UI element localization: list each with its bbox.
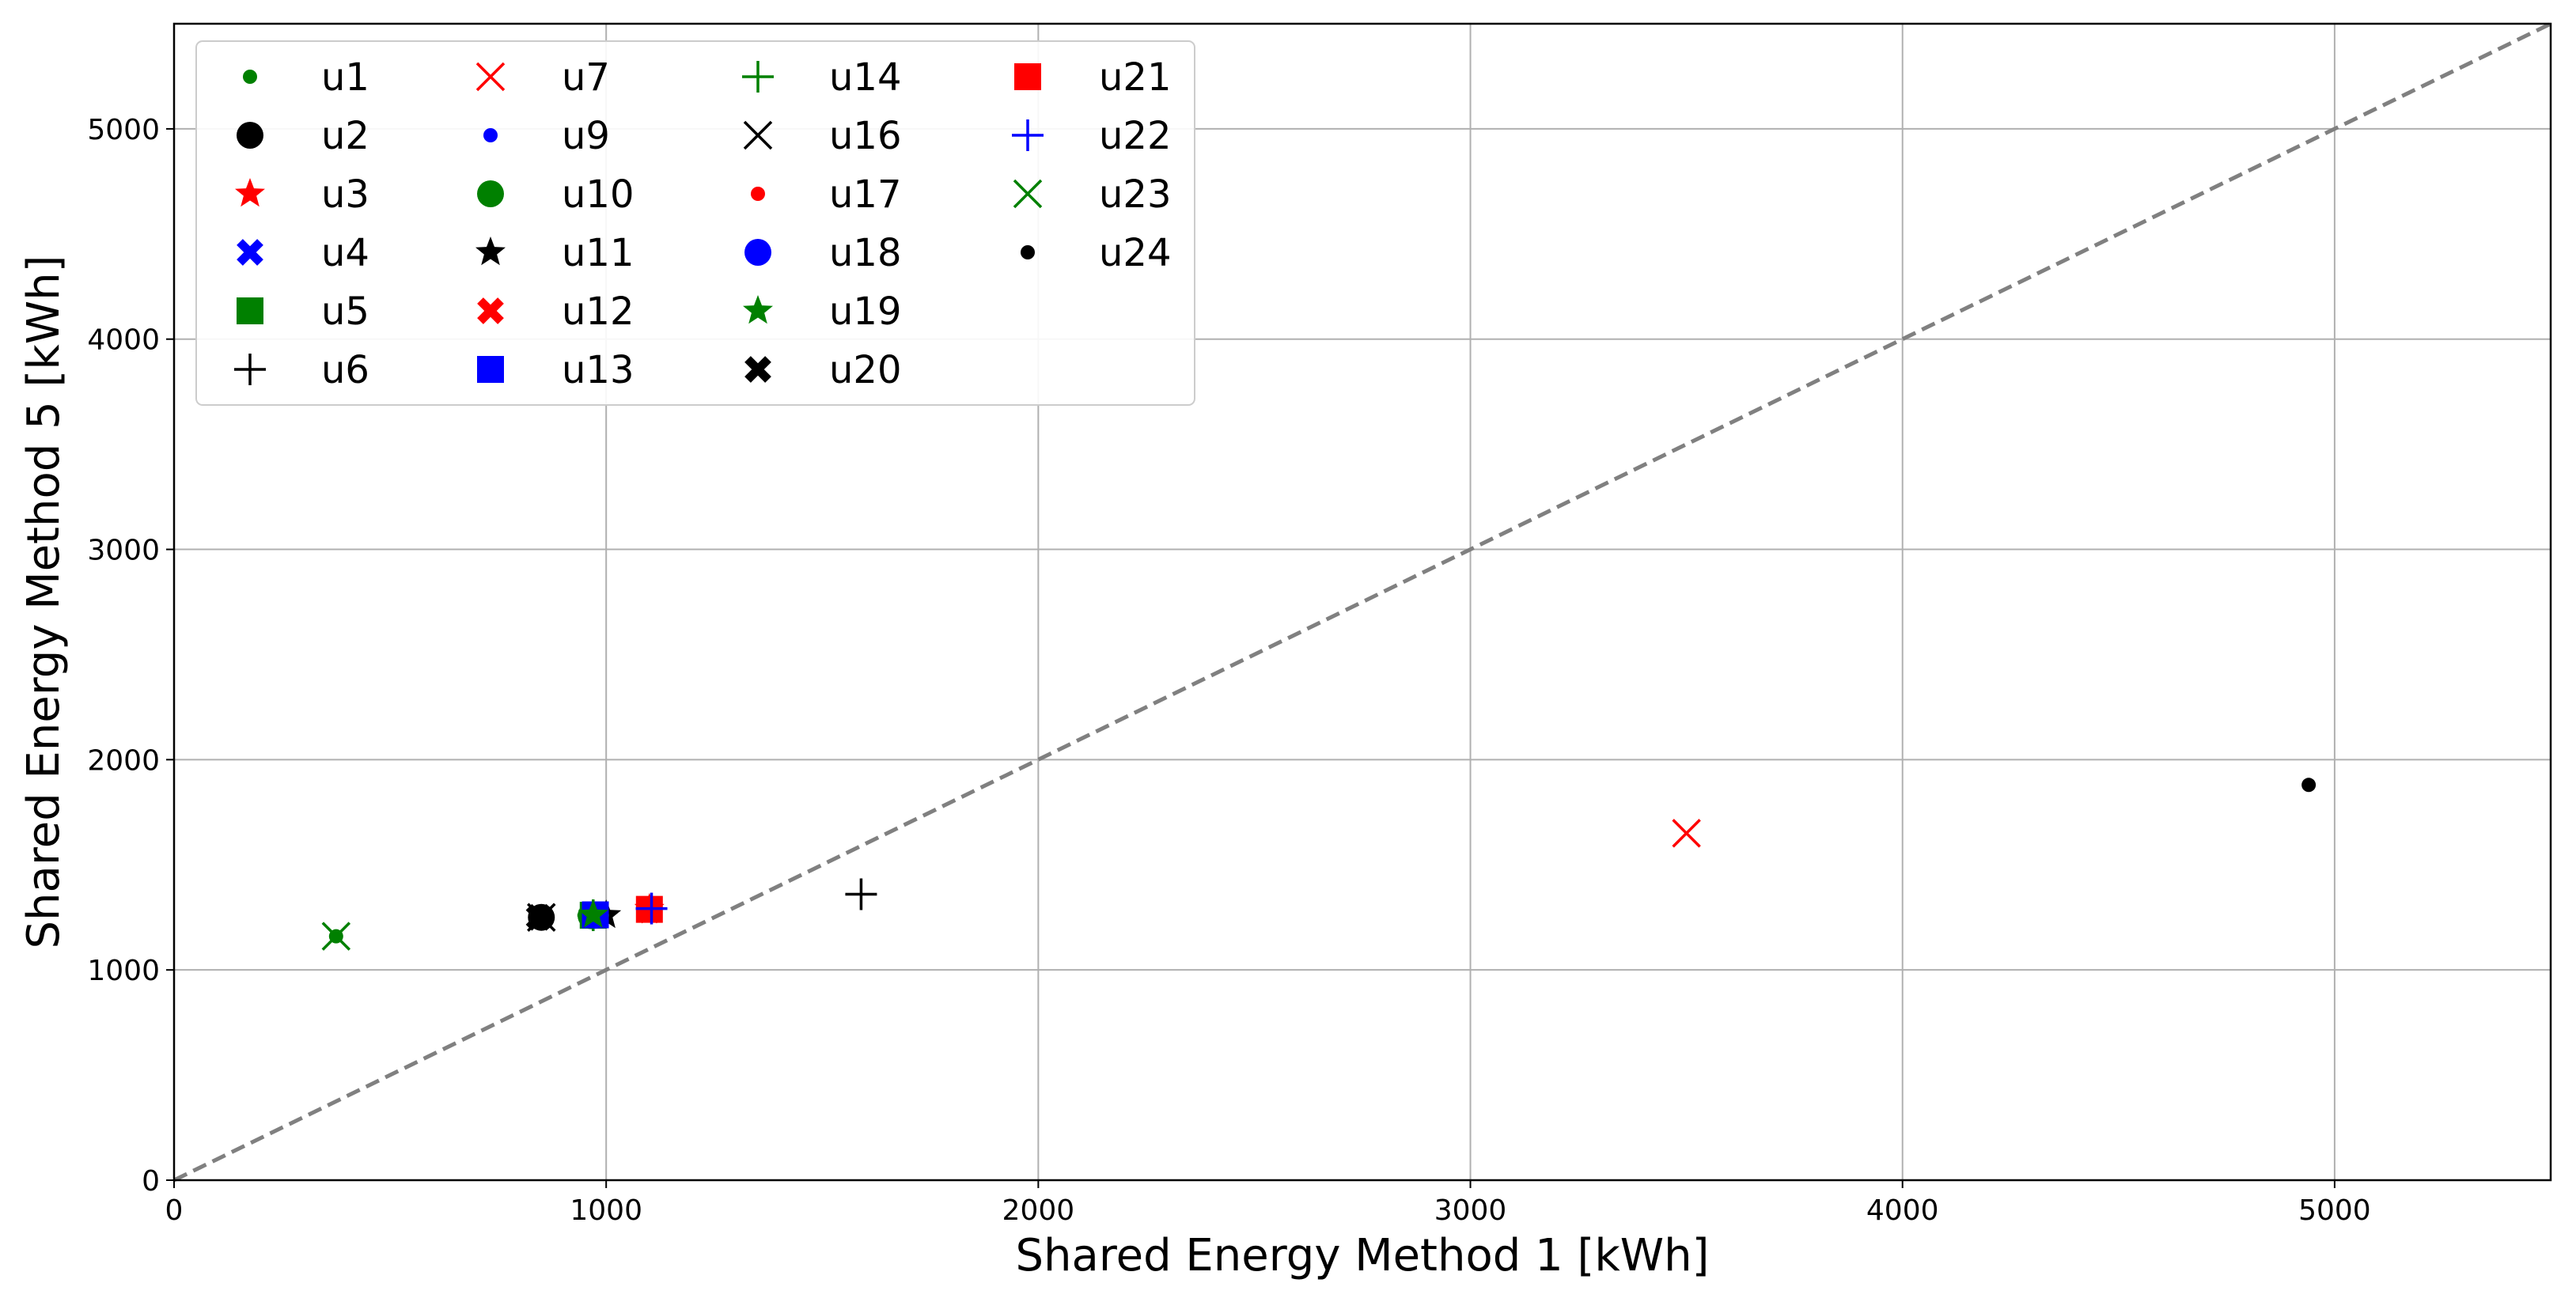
legend-item-u19: u19 <box>743 290 902 334</box>
y-tick-label: 3000 <box>87 535 160 567</box>
legend-marker-u10 <box>477 180 504 207</box>
reference-line-group <box>172 21 2552 1183</box>
data-points <box>321 778 2317 951</box>
legend-label: u11 <box>562 231 635 275</box>
x-tick-label: 4000 <box>1866 1194 1939 1227</box>
y-tick-label: 2000 <box>87 744 160 777</box>
legend-item-u17: u17 <box>751 172 902 217</box>
legend-item-u7: u7 <box>475 55 610 100</box>
legend-item-u2: u2 <box>237 114 369 158</box>
legend-label: u6 <box>321 348 369 392</box>
y-tick-label: 1000 <box>87 955 160 987</box>
legend-label: u17 <box>829 172 902 217</box>
legend-label: u5 <box>321 290 369 334</box>
legend-item-u14: u14 <box>742 55 902 100</box>
y-tick-label: 4000 <box>87 324 160 357</box>
legend-label: u24 <box>1099 231 1172 275</box>
legend-marker-u1 <box>243 70 257 84</box>
legend: u1 u2 u3 u4 u5 u6 u7 u9 u10 u11 u12 u13 u14 u16 u17 u18… <box>195 40 1195 406</box>
legend-item-u21: u21 <box>1014 55 1172 100</box>
legend-item-u16: u16 <box>743 114 902 158</box>
legend-marker-u13 <box>477 356 504 383</box>
legend-label: u19 <box>829 290 902 334</box>
legend-marker-u4 <box>237 239 263 266</box>
legend-label: u12 <box>562 290 635 334</box>
legend-marker-u23 <box>1013 179 1043 209</box>
legend-label: u2 <box>321 114 369 158</box>
legend-item-u10: u10 <box>477 172 635 217</box>
legend-item-u12: u12 <box>477 290 635 334</box>
x-tick-label: 3000 <box>1434 1194 1507 1227</box>
legend-item-u1: u1 <box>243 55 369 100</box>
legend-marker-u20 <box>744 356 771 383</box>
legend-marker-u22 <box>1012 119 1044 151</box>
data-point-u24 <box>2301 778 2317 793</box>
legend-marker-u21 <box>1014 63 1041 90</box>
legend-marker-u12 <box>477 297 504 324</box>
legend-item-u11: u11 <box>475 231 635 275</box>
legend-marker-u18 <box>744 239 771 266</box>
x-axis-label: Shared Energy Method 1 [kWh] <box>1015 1230 1709 1281</box>
legend-label: u3 <box>321 172 369 217</box>
legend-marker-u14 <box>742 61 774 93</box>
legend-marker-u9 <box>483 128 498 142</box>
legend-item-u20: u20 <box>744 348 902 392</box>
legend-marker-u5 <box>237 297 263 324</box>
data-point-u23 <box>321 922 351 951</box>
legend-label: u14 <box>829 55 902 100</box>
legend-item-u13: u13 <box>477 348 635 392</box>
legend-label: u21 <box>1099 55 1172 100</box>
legend-marker-u17 <box>751 187 765 201</box>
legend-label: u10 <box>562 172 635 217</box>
legend-label: u9 <box>562 114 610 158</box>
legend-item-u9: u9 <box>483 114 610 158</box>
axis-ticks: 0 1000 2000 3000 4000 5000 0 1000 2000 3000 4000 50… <box>87 114 2370 1227</box>
legend-item-u3: u3 <box>235 172 369 217</box>
legend-marker-u16 <box>743 120 773 150</box>
y-tick-label: 0 <box>142 1165 160 1198</box>
legend-marker-u7 <box>475 62 506 92</box>
legend-marker-u6 <box>234 354 266 385</box>
legend-label: u18 <box>829 231 902 275</box>
legend-marker-u2 <box>237 122 263 149</box>
legend-label: u4 <box>321 231 369 275</box>
data-point-u7 <box>1672 819 1701 848</box>
data-point-u22 <box>635 892 668 925</box>
plot-frame <box>172 22 2552 1182</box>
x-tick-label: 5000 <box>2298 1194 2371 1227</box>
data-point-u6 <box>845 878 877 910</box>
legend-item-u23: u23 <box>1013 172 1172 217</box>
y-axis-label: Shared Energy Method 5 [kWh] <box>18 255 70 948</box>
legend-label: u1 <box>321 55 369 100</box>
legend-item-u6: u6 <box>234 348 369 392</box>
y-tick-label: 5000 <box>87 114 160 146</box>
legend-label: u7 <box>562 55 610 100</box>
data-point-u20 <box>525 903 553 931</box>
legend-item-u4: u4 <box>237 231 369 275</box>
x-tick-label: 1000 <box>570 1194 642 1227</box>
legend-item-u24: u24 <box>1021 231 1172 275</box>
legend-marker-u19 <box>743 295 773 324</box>
x-tick-label: 2000 <box>1002 1194 1075 1227</box>
legend-label: u20 <box>829 348 902 392</box>
legend-item-u22: u22 <box>1012 114 1172 158</box>
x-tick-label: 0 <box>165 1194 184 1227</box>
data-point-u19 <box>578 899 608 928</box>
legend-item-u5: u5 <box>237 290 369 334</box>
legend-marker-u24 <box>1021 245 1035 259</box>
legend-marker-u11 <box>475 237 506 266</box>
legend-label: u23 <box>1099 172 1172 217</box>
legend-box <box>195 40 1195 406</box>
legend-label: u16 <box>829 114 902 158</box>
legend-label: u13 <box>562 348 635 392</box>
reference-line <box>172 21 2552 1183</box>
legend-marker-u3 <box>235 178 265 207</box>
legend-label: u22 <box>1099 114 1172 158</box>
legend-item-u18: u18 <box>744 231 902 275</box>
